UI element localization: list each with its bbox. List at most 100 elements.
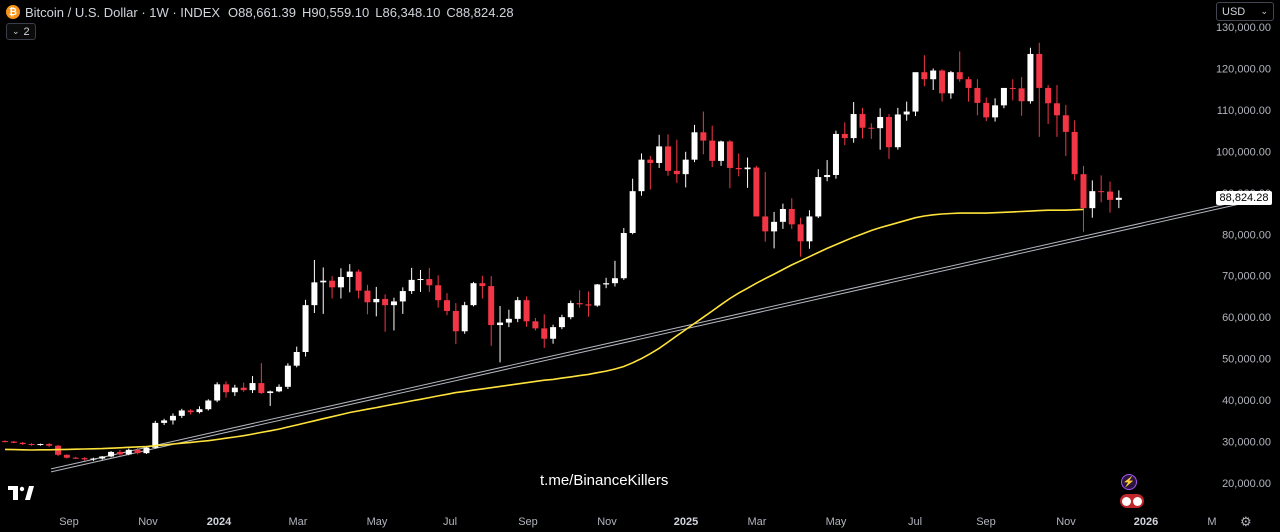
candle-body — [187, 410, 194, 413]
candle-body — [1098, 191, 1105, 193]
low-value: 86,348.10 — [382, 4, 441, 20]
high-label: H — [302, 4, 312, 20]
y-axis-tick-label: 30,000.00 — [1222, 437, 1271, 449]
candle-body — [258, 383, 265, 394]
candle-body — [665, 146, 671, 171]
candle-body — [355, 271, 362, 291]
y-axis-tick-label: 120,000.00 — [1216, 63, 1271, 75]
candle-body — [488, 286, 495, 326]
candle-body — [903, 111, 910, 115]
indicators-toggle[interactable]: ⌄ 2 — [6, 23, 36, 40]
candle-body — [1045, 87, 1052, 104]
candle-body — [161, 420, 168, 423]
candle-body — [647, 159, 654, 163]
candle-body — [116, 451, 123, 455]
gear-icon[interactable]: ⚙ — [1240, 514, 1252, 529]
chevron-down-icon: ⌄ — [1260, 6, 1268, 16]
candle-body — [850, 114, 857, 139]
x-axis-tick-label: Nov — [1056, 516, 1076, 528]
candle-body — [656, 146, 663, 163]
candle-body — [178, 410, 185, 416]
candle-body — [497, 322, 504, 326]
lightning-icon[interactable]: ⚡ — [1121, 474, 1137, 490]
candle-body — [523, 300, 530, 322]
candle-body — [284, 365, 291, 387]
candle-body — [585, 304, 592, 306]
y-axis-tick-label: 130,000.00 — [1216, 22, 1271, 34]
candle-body — [921, 72, 928, 80]
candle-body — [1080, 174, 1087, 209]
candle-body — [364, 290, 371, 303]
candle-body — [558, 317, 565, 328]
candle-body — [293, 352, 300, 366]
candle-body — [700, 132, 707, 141]
currency-select[interactable]: USD ⌄ — [1216, 2, 1274, 21]
candle-body — [930, 70, 937, 80]
candle-body — [956, 72, 963, 80]
candle-body — [841, 133, 848, 139]
candle-body — [63, 454, 70, 458]
candle-body — [108, 451, 115, 457]
candle-body — [505, 318, 512, 323]
y-axis-tick-label: 100,000.00 — [1216, 146, 1271, 158]
candle-body — [470, 283, 477, 306]
candle-body — [435, 285, 442, 301]
candle-body — [603, 283, 610, 285]
candle-body — [390, 301, 397, 306]
candle-body — [337, 276, 344, 288]
candle-body — [682, 159, 689, 175]
currency-value: USD — [1222, 5, 1246, 18]
candle-body — [28, 444, 35, 446]
y-axis-tick-label: 110,000.00 — [1217, 105, 1271, 117]
candle-body — [125, 449, 132, 455]
candle-body — [718, 141, 725, 161]
candle-body — [806, 216, 813, 242]
candle-body — [461, 305, 468, 332]
y-axis-tick-label: 50,000.00 — [1222, 354, 1271, 366]
y-axis-tick-label: 80,000.00 — [1222, 229, 1271, 241]
x-axis-tick-label: May — [826, 516, 847, 528]
candle-body — [169, 415, 176, 421]
candle-body — [399, 291, 406, 302]
candle-body — [240, 387, 247, 391]
candle-body — [673, 170, 680, 175]
candle-body — [771, 221, 778, 232]
candle-body — [46, 444, 53, 446]
candle-body — [620, 233, 627, 279]
candle-body — [205, 400, 212, 410]
candle-body — [81, 458, 88, 460]
candle-body — [894, 114, 901, 148]
candle-body — [877, 116, 884, 129]
x-axis-tick-label: 2025 — [674, 516, 698, 528]
candle-body — [744, 167, 751, 170]
candle-body — [267, 391, 274, 394]
candle-body — [886, 116, 892, 148]
candle-body — [143, 447, 150, 454]
bitcoin-icon: ₿ — [6, 5, 20, 19]
moving-average-line — [4, 208, 1084, 451]
candle-body — [709, 140, 716, 161]
candle-body — [346, 271, 353, 277]
candle-body — [452, 310, 459, 332]
candle-body — [1009, 87, 1016, 89]
close-label: C — [446, 4, 456, 20]
chevron-down-icon: ⌄ — [12, 26, 20, 36]
candle-body — [231, 387, 238, 393]
events-flag-icon[interactable] — [1120, 494, 1144, 508]
y-axis-tick-label: 70,000.00 — [1222, 271, 1271, 283]
candle-body — [859, 114, 866, 128]
candle-body — [311, 282, 318, 306]
trendline-lower — [50, 197, 1265, 473]
candle-body — [576, 303, 583, 305]
candle-body — [983, 102, 990, 118]
candle-body — [541, 328, 548, 339]
indicators-count: 2 — [23, 25, 30, 38]
x-axis-tick-label: 2024 — [207, 516, 232, 528]
candle-body — [479, 283, 486, 287]
candle-body — [302, 305, 309, 353]
x-axis-tick-label: Sep — [976, 516, 996, 528]
symbol-title[interactable]: Bitcoin / U.S. Dollar · 1W · INDEX — [25, 4, 221, 20]
candle-body — [408, 279, 415, 292]
candle-body — [726, 141, 733, 168]
